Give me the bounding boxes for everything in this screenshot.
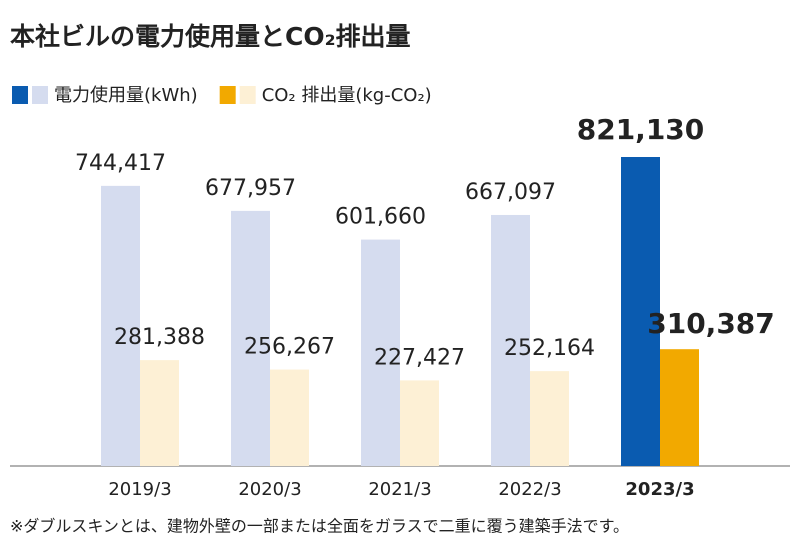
value-label: 227,427 <box>374 345 465 370</box>
value-label: 281,388 <box>114 325 205 350</box>
legend-swatch <box>219 86 236 104</box>
value-label: 744,417 <box>75 151 166 176</box>
legend-label: 電力使用量(kWh) <box>54 85 198 106</box>
value-label: 310,387 <box>647 307 775 340</box>
legend-label: CO₂ 排出量(kg-CO₂) <box>262 85 432 106</box>
bar <box>270 369 309 466</box>
bar <box>491 214 530 466</box>
x-tick-label: 2019/3 <box>108 479 171 500</box>
bar <box>530 371 569 466</box>
x-tick-label: 2022/3 <box>498 479 561 500</box>
x-tick-label: 2021/3 <box>368 479 431 500</box>
value-label: 256,267 <box>244 335 335 360</box>
footnote: ※ダブルスキンとは、建物外壁の一部または全面をガラスで二重に覆う建築手法です。 <box>10 517 629 536</box>
value-label: 677,957 <box>205 176 296 201</box>
bar <box>621 157 660 466</box>
bar <box>400 380 439 466</box>
legend-swatch <box>32 86 48 104</box>
value-label: 821,130 <box>577 113 705 146</box>
value-label: 252,164 <box>504 336 595 361</box>
bar <box>361 239 400 466</box>
value-label: 667,097 <box>465 180 556 205</box>
value-label: 601,660 <box>335 205 426 230</box>
legend-swatch <box>239 86 256 104</box>
bar <box>101 185 140 466</box>
x-tick-label: 2020/3 <box>238 479 301 500</box>
bar <box>660 349 699 466</box>
chart-title: 本社ビルの電力使用量とCO₂排出量 <box>10 22 411 51</box>
bar <box>140 360 179 466</box>
x-tick-label: 2023/3 <box>625 479 694 500</box>
legend-swatch <box>12 86 28 104</box>
bar <box>231 210 270 466</box>
